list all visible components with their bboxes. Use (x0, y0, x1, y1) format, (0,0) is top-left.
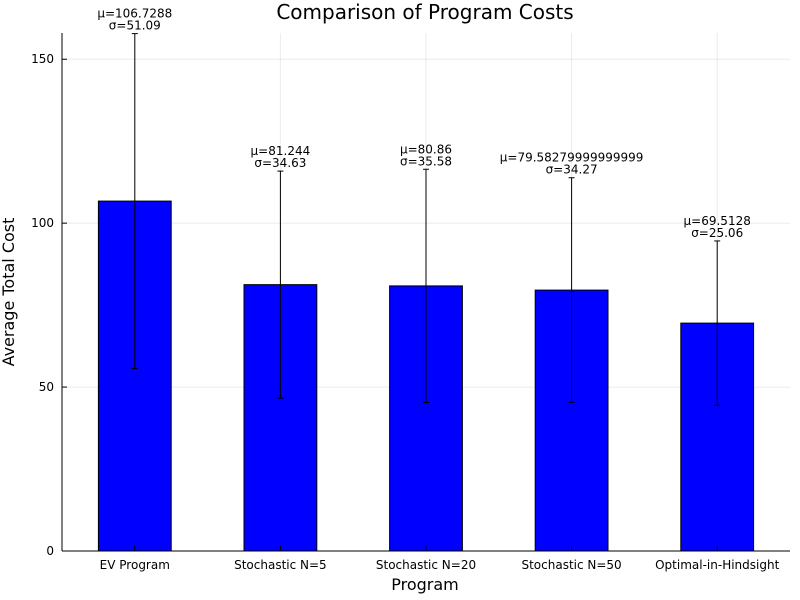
std-label: σ=35.58 (400, 154, 452, 168)
std-label: σ=25.06 (691, 226, 743, 240)
std-label: σ=51.09 (109, 19, 161, 33)
mean-label: μ=106.7288 (97, 7, 172, 21)
mean-label: μ=79.58279999999999 (500, 151, 644, 165)
std-label: σ=34.27 (546, 163, 598, 177)
x-axis-label: Program (391, 575, 459, 594)
chart-title: Comparison of Program Costs (276, 0, 573, 24)
mean-label: μ=81.244 (251, 144, 311, 158)
mean-label: μ=80.86 (400, 142, 452, 156)
data-labels: μ=106.7288σ=51.09μ=81.244σ=34.63μ=80.86σ… (97, 7, 751, 240)
x-ticks: EV Program Stochastic N=5 Stochastic N=20 S… (100, 546, 780, 572)
y-axis-label: Average Total Cost (0, 218, 18, 367)
y-tick-label: 50 (39, 380, 54, 394)
std-label: σ=34.63 (254, 156, 306, 170)
y-tick-label: 150 (31, 52, 54, 66)
y-tick-label: 100 (31, 216, 54, 230)
y-tick-label: 0 (46, 544, 54, 558)
x-tick-label: Stochastic N=5 (234, 558, 327, 572)
error-bars (131, 33, 721, 406)
x-tick-label: Stochastic N=20 (376, 558, 476, 572)
x-tick-label: EV Program (100, 558, 170, 572)
mean-label: μ=69.5128 (684, 214, 751, 228)
x-tick-label: Stochastic N=50 (521, 558, 621, 572)
y-ticks: 0 50 100 150 (31, 52, 67, 558)
x-tick-label: Optimal-in-Hindsight (655, 558, 779, 572)
